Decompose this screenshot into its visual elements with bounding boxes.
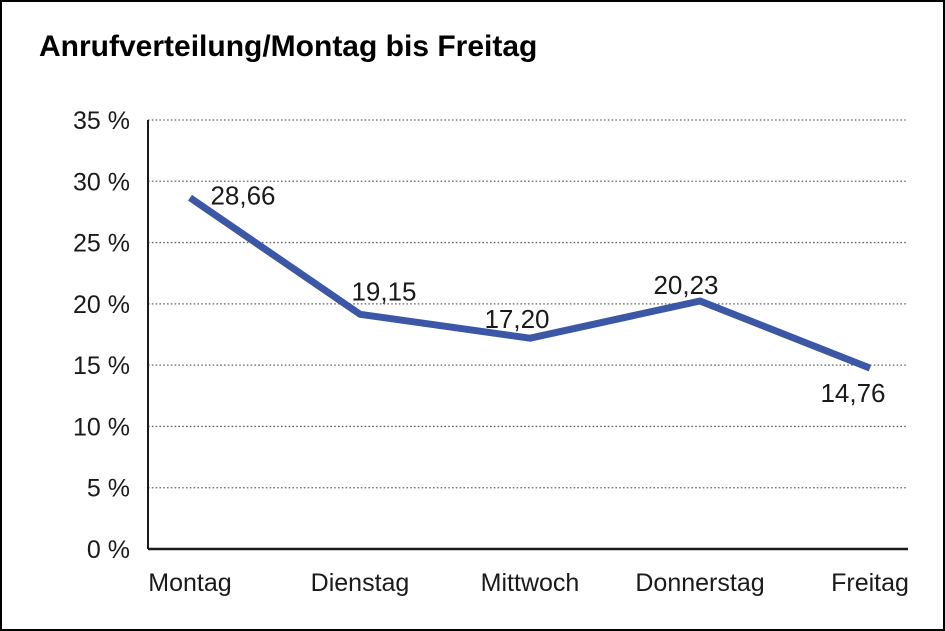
data-point-label: 17,20 [484, 304, 549, 334]
y-tick-label: 30 % [73, 168, 130, 196]
data-point-label: 20,23 [653, 270, 718, 300]
x-tick-label: Montag [148, 569, 231, 597]
y-tick-label: 20 % [73, 291, 130, 319]
y-tick-label: 35 % [73, 107, 130, 135]
x-tick-label: Donnerstag [635, 569, 764, 597]
chart-title: Anrufverteilung/Montag bis Freitag [39, 30, 538, 63]
x-tick-label: Freitag [831, 569, 909, 597]
y-tick-label: 25 % [73, 230, 130, 258]
x-tick-label: Dienstag [311, 569, 410, 597]
y-tick-label: 10 % [73, 413, 130, 441]
y-tick-label: 0 % [87, 536, 130, 564]
x-tick-label: Mittwoch [481, 569, 580, 597]
data-point-label: 28,66 [210, 181, 275, 211]
y-tick-label: 5 % [87, 475, 130, 503]
data-point-label: 19,15 [351, 276, 416, 306]
data-point-label: 14,76 [820, 378, 885, 408]
data-line [188, 194, 872, 372]
y-tick-label: 15 % [73, 352, 130, 380]
